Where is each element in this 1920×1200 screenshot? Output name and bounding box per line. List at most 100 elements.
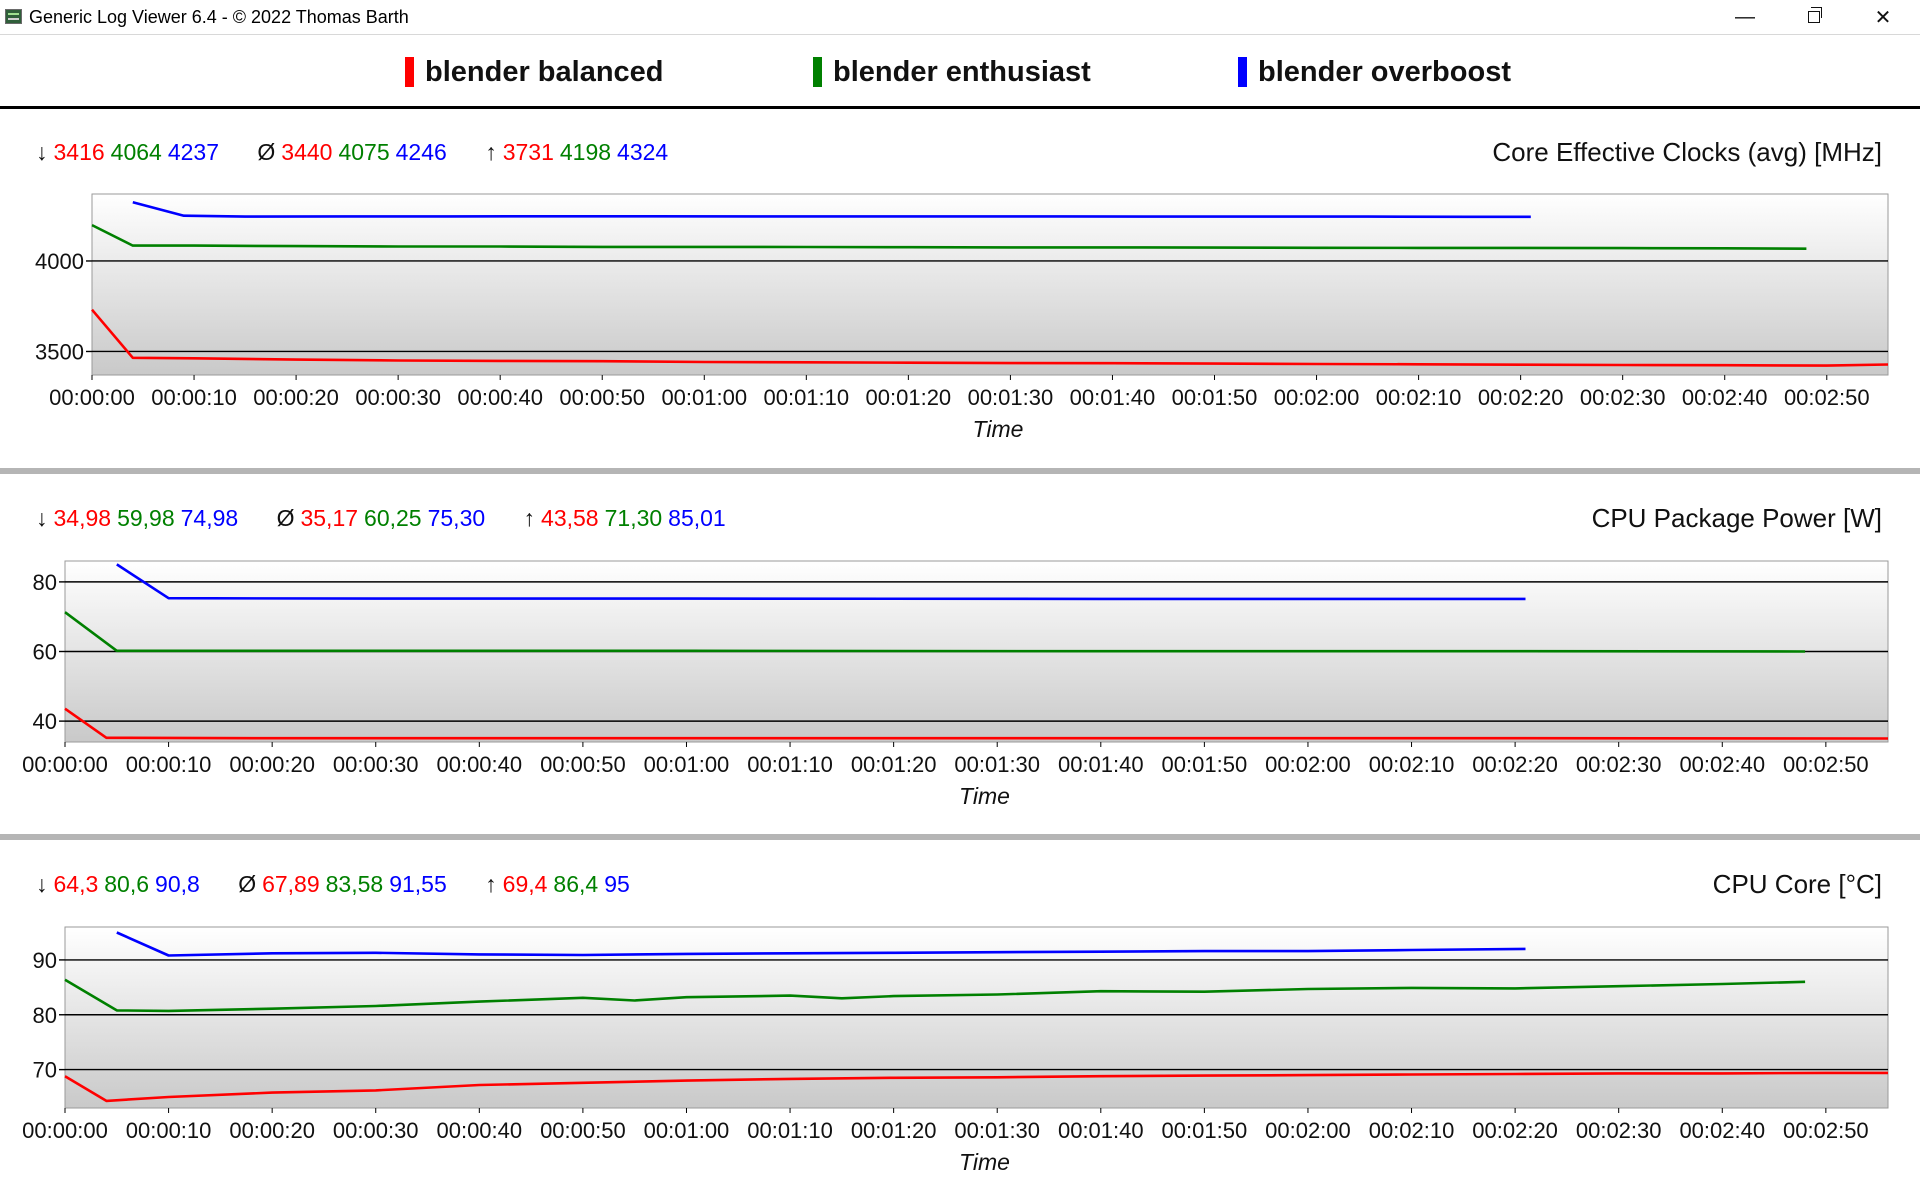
x-tick-label: 00:01:20 — [851, 752, 937, 777]
legend-item-enthusiast[interactable]: blender enthusiast — [813, 52, 1091, 92]
close-button[interactable]: ✕ — [1848, 0, 1918, 34]
series-line-blender-enthusiast — [64, 611, 1806, 653]
stats-row-clocks: ↓ 3416 4064 4237 Ø 3440 4075 4246 ↑ 3731 4198 432… — [36, 139, 700, 166]
chart-title-power: CPU Package Power [W] — [1591, 503, 1882, 533]
window-title: Generic Log Viewer 6.4 - © 2022 Thomas B… — [29, 7, 409, 27]
legend: blender balanced blender enthusiast blen… — [0, 36, 1920, 109]
stats-row-temperature: ↓ 64,3 80,6 90,8 Ø 67,89 83,58 91,55 ↑ 69,4 86,4… — [36, 871, 662, 898]
stat-avg-enthusiast: 4075 — [338, 139, 390, 165]
x-tick-label: 00:01:00 — [644, 752, 730, 777]
series-line-blender-overboost — [116, 931, 1526, 957]
x-tick-label: 00:02:20 — [1478, 385, 1564, 410]
stat-avg-overboost: 91,55 — [389, 871, 447, 897]
x-tick-label: 00:02:10 — [1376, 385, 1462, 410]
x-tick-label: 00:01:10 — [747, 752, 833, 777]
stat-min-overboost: 74,98 — [180, 505, 239, 531]
x-tick-label: 00:01:30 — [954, 752, 1040, 777]
max-symbol: ↑ — [523, 505, 536, 531]
x-tick-label: 00:00:30 — [333, 752, 419, 777]
y-tick-label: 80 — [33, 1003, 57, 1028]
stats-row-power: ↓ 34,98 59,98 74,98 Ø 35,17 60,25 75,30 ↑ 43,58… — [36, 505, 758, 532]
stat-min-enthusiast: 80,6 — [104, 871, 150, 897]
x-tick-label: 00:01:50 — [1172, 385, 1258, 410]
x-tick-label: 00:00:50 — [559, 385, 645, 410]
stat-avg-overboost: 75,30 — [427, 505, 486, 531]
x-tick-label: 00:02:30 — [1576, 1118, 1662, 1143]
x-tick-label: 00:00:30 — [355, 385, 441, 410]
x-tick-label: 00:00:00 — [22, 752, 108, 777]
title-bar: Generic Log Viewer 6.4 - © 2022 Thomas B… — [0, 0, 1920, 35]
stat-min-enthusiast: 4064 — [110, 139, 162, 165]
x-tick-label: 00:01:10 — [747, 1118, 833, 1143]
stat-max-enthusiast: 4198 — [559, 139, 612, 165]
x-tick-label: 00:02:50 — [1783, 752, 1869, 777]
x-tick-label: 00:02:40 — [1679, 752, 1765, 777]
legend-item-balanced[interactable]: blender balanced — [405, 52, 664, 92]
stat-avg-overboost: 4246 — [395, 139, 447, 165]
stat-max-overboost: 95 — [604, 871, 630, 897]
x-tick-label: 00:01:40 — [1058, 752, 1144, 777]
y-tick-label: 3500 — [35, 339, 84, 364]
series-line-blender-enthusiast — [64, 978, 1806, 1013]
stat-avg-balanced: 3440 — [281, 139, 333, 165]
x-tick-label: 00:02:20 — [1472, 1118, 1558, 1143]
avg-symbol: Ø — [276, 505, 295, 531]
x-tick-label: 00:02:30 — [1580, 385, 1666, 410]
series-line-blender-overboost — [116, 563, 1526, 601]
chart-clocks: 3500 4000 00:00:00 00:00:10 00:00:20 00:00:30… — [35, 193, 1889, 442]
avg-symbol: Ø — [257, 139, 276, 165]
y-tick-label: 70 — [33, 1058, 57, 1083]
x-tick-label: 00:00:20 — [229, 752, 315, 777]
stat-min-balanced: 64,3 — [53, 871, 99, 897]
stat-avg-enthusiast: 83,58 — [325, 871, 384, 897]
stat-min-enthusiast: 59,98 — [117, 505, 175, 531]
x-tick-label: 00:00:50 — [540, 1118, 626, 1143]
restore-button[interactable] — [1779, 0, 1849, 34]
stat-max-overboost: 85,01 — [668, 505, 726, 531]
restore-icon — [1808, 7, 1822, 23]
x-tick-label: 00:01:20 — [851, 1118, 937, 1143]
plot-area — [91, 193, 1889, 376]
legend-swatch-balanced — [405, 57, 414, 87]
x-tick-label: 00:00:50 — [540, 752, 626, 777]
stat-max-enthusiast: 86,4 — [553, 871, 599, 897]
x-tick-label: 00:01:10 — [763, 385, 849, 410]
x-tick-label: 00:02:50 — [1784, 385, 1870, 410]
panel-separator — [0, 834, 1920, 840]
minimize-icon: — — [1735, 5, 1755, 28]
x-tick-label: 00:02:10 — [1369, 1118, 1455, 1143]
y-tick-label: 90 — [33, 948, 57, 973]
minimize-button[interactable]: — — [1710, 0, 1780, 34]
chart-title-temperature: CPU Core [°C] — [1712, 869, 1882, 899]
max-symbol: ↑ — [485, 139, 497, 165]
x-tick-label: 00:02:00 — [1265, 752, 1351, 777]
x-tick-label: 00:01:40 — [1070, 385, 1156, 410]
legend-item-overboost[interactable]: blender overboost — [1238, 52, 1511, 92]
stat-min-overboost: 90,8 — [155, 871, 200, 897]
series-line-blender-balanced — [64, 1071, 1888, 1103]
x-tick-label: 00:00:10 — [151, 385, 237, 410]
x-tick-label: 00:01:40 — [1058, 1118, 1144, 1143]
min-symbol: ↓ — [36, 505, 48, 531]
x-tick-label: 00:00:20 — [253, 385, 339, 410]
stat-max-enthusiast: 71,30 — [604, 505, 663, 531]
x-tick-label: 00:02:00 — [1274, 385, 1360, 410]
x-tick-label: 00:01:00 — [661, 385, 747, 410]
close-icon: ✕ — [1874, 6, 1892, 29]
x-tick-label: 00:00:40 — [436, 1118, 522, 1143]
x-tick-label: 00:02:50 — [1783, 1118, 1869, 1143]
max-symbol: ↑ — [485, 871, 497, 897]
series-line-blender-balanced — [64, 707, 1889, 740]
x-tick-label: 00:02:40 — [1682, 385, 1768, 410]
x-tick-label: 00:01:30 — [954, 1118, 1040, 1143]
stat-min-balanced: 3416 — [53, 139, 105, 165]
stat-max-overboost: 4324 — [617, 139, 669, 165]
stat-min-balanced: 34,98 — [53, 505, 112, 531]
series-line-blender-enthusiast — [91, 223, 1807, 250]
legend-label-overboost: blender overboost — [1258, 55, 1511, 88]
x-tick-label: 00:00:40 — [436, 752, 522, 777]
legend-swatch-enthusiast — [813, 57, 822, 87]
x-tick-label: 00:01:00 — [644, 1118, 730, 1143]
stat-max-balanced: 3731 — [502, 139, 554, 165]
y-tick-label: 40 — [33, 709, 57, 734]
